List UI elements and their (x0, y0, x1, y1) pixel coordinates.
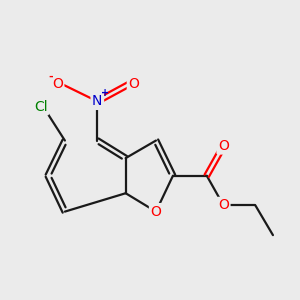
Text: Cl: Cl (34, 100, 47, 114)
Text: O: O (218, 139, 229, 153)
Text: O: O (151, 205, 161, 219)
Text: N: N (92, 94, 103, 108)
Text: O: O (128, 77, 139, 91)
Text: -: - (49, 71, 53, 81)
Text: +: + (101, 88, 109, 98)
Text: O: O (52, 77, 63, 91)
Text: O: O (218, 198, 229, 212)
